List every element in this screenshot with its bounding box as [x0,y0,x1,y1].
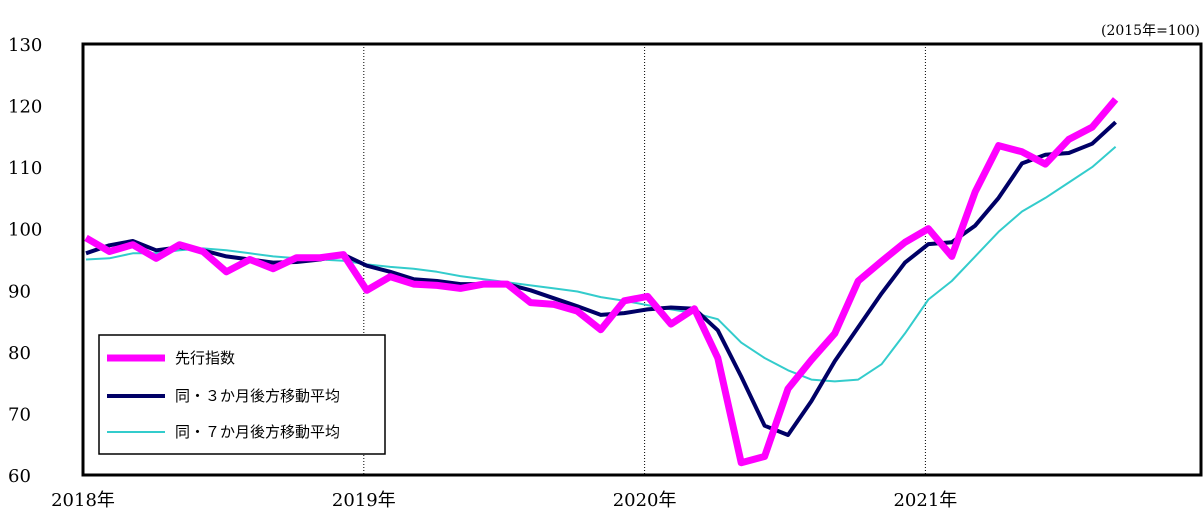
x-axis-ticks: 2018年 2019年 2020年 2021年 [51,490,957,511]
legend: 先行指数 同・３か月後方移動平均 同・７か月後方移動平均 [98,334,386,455]
x-tick-label: 2019年 [332,490,396,511]
y-tick-label: 70 [8,404,31,425]
y-tick-label: 90 [8,281,31,302]
y-tick-label: 130 [8,35,42,56]
series-lines [84,97,1119,467]
legend-label-leading-index: 先行指数 [175,349,235,367]
x-tick-label: 2021年 [893,490,957,511]
y-tick-label: 100 [8,220,42,241]
plot-area-frame [81,42,1203,477]
y-tick-label: 80 [8,343,31,364]
y-tick-label: 60 [8,466,31,487]
y-tick-label: 120 [8,97,42,118]
legend-label-3-month-average: 同・３か月後方移動平均 [175,387,340,405]
y-axis-ticks: 60 70 80 90 100 110 120 130 [8,35,42,487]
y-tick-label: 110 [8,158,42,179]
series-line-2 [85,146,1117,383]
x-tick-label: 2020年 [613,490,677,511]
x-tick-label: 2018年 [51,490,115,511]
unit-note: (2015年=100) [1101,23,1200,39]
vertical-gridlines [363,44,926,475]
legend-label-7-month-average: 同・７か月後方移動平均 [175,423,340,441]
series-line-0 [84,97,1119,467]
